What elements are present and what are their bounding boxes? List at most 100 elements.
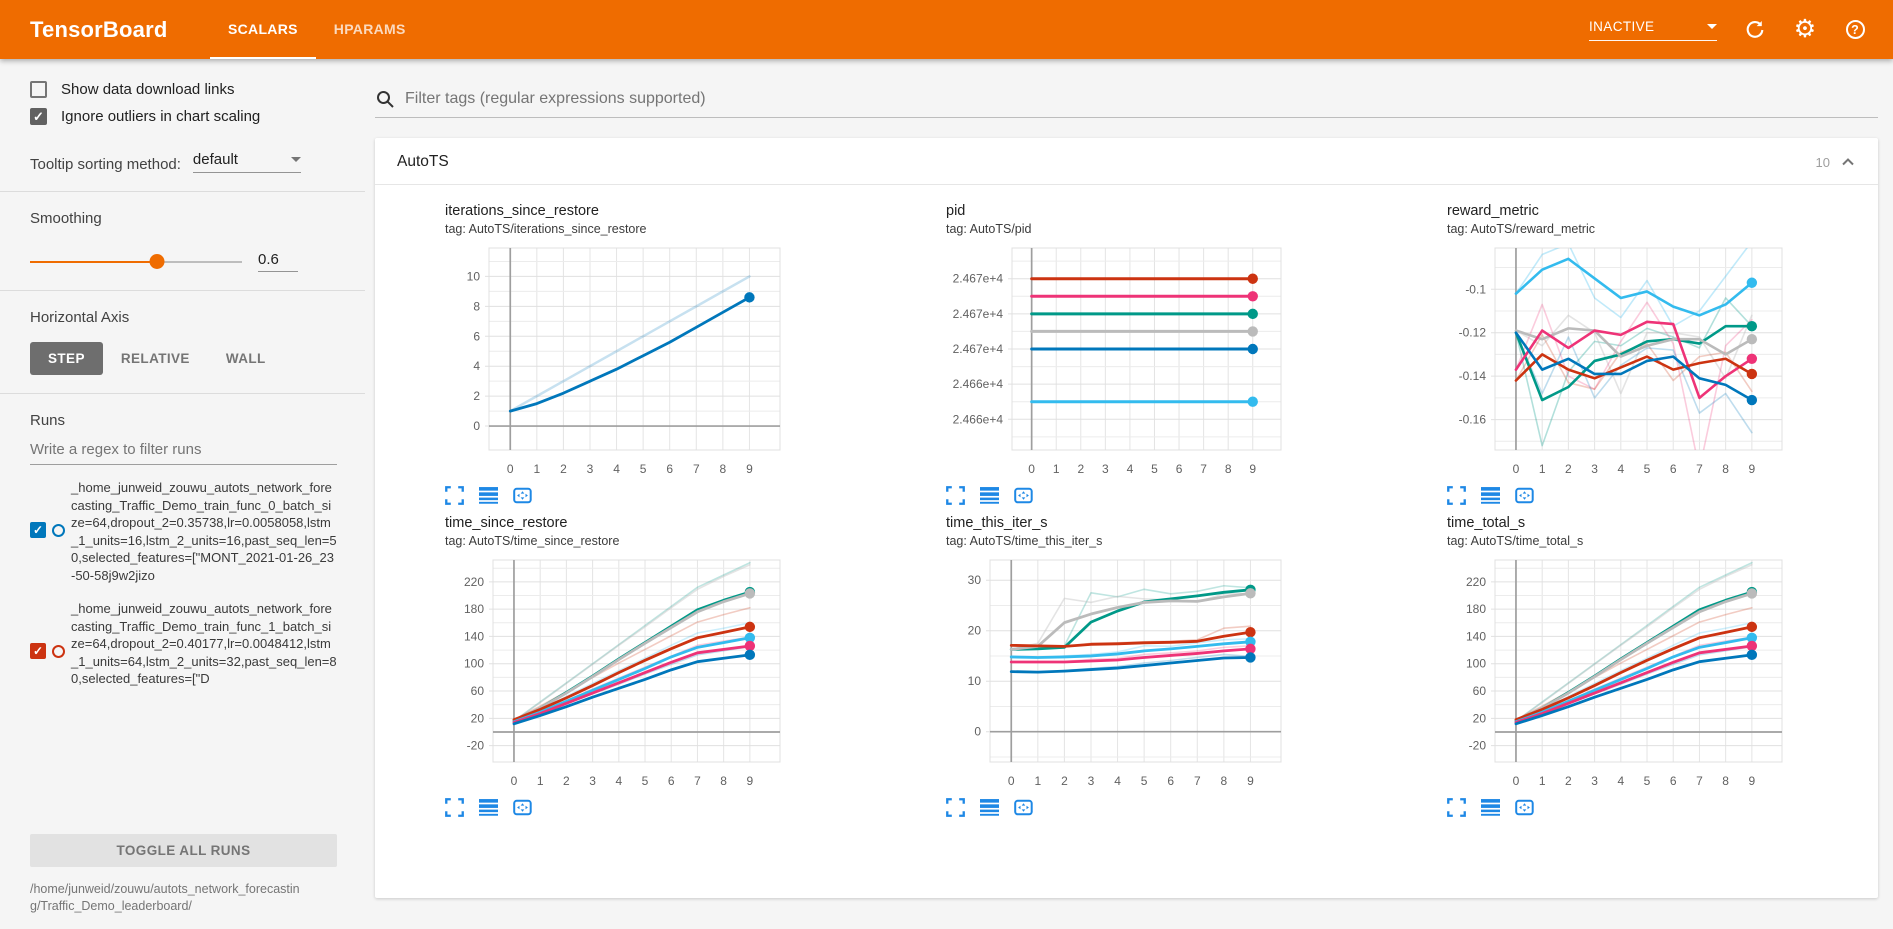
- settings-gear-icon[interactable]: ⚙: [1793, 15, 1817, 43]
- line-chart: 2.467e+4 2.467e+4 2.467e+4 2.466e+4 2.466e+4…: [953, 247, 1282, 476]
- log-y-axis-icon[interactable]: [980, 798, 999, 817]
- svg-text:3: 3: [1591, 462, 1598, 476]
- svg-text:30: 30: [968, 573, 982, 587]
- log-y-axis-icon[interactable]: [479, 486, 498, 505]
- smoothing-slider[interactable]: [30, 254, 242, 269]
- run-name: _home_junweid_zouwu_autots_network_forec…: [71, 480, 337, 583]
- chart-tag: tag: AutoTS/iterations_since_restore: [445, 222, 647, 236]
- chart-card-time-this-iter: time_this_iter_s tag: AutoTS/time_this_i…: [876, 515, 1377, 817]
- expand-chart-icon[interactable]: [445, 798, 464, 817]
- svg-text:6: 6: [668, 774, 675, 788]
- svg-text:8: 8: [473, 299, 480, 313]
- svg-text:6: 6: [1670, 774, 1677, 788]
- svg-text:1: 1: [537, 774, 544, 788]
- svg-text:5: 5: [640, 462, 647, 476]
- chart-title: time_since_restore: [445, 515, 568, 531]
- run-name: _home_junweid_zouwu_autots_network_forec…: [71, 601, 337, 686]
- run-checkbox[interactable]: ✓: [30, 522, 46, 538]
- chart-tag: tag: AutoTS/time_since_restore: [445, 534, 620, 548]
- runs-label: Runs: [30, 412, 66, 429]
- svg-text:7: 7: [693, 462, 700, 476]
- toggle-all-runs-button[interactable]: TOGGLE ALL RUNS: [30, 834, 337, 867]
- autots-section-header[interactable]: AutoTS 10: [375, 138, 1878, 185]
- runs-filter-input[interactable]: [30, 433, 337, 465]
- svg-text:4: 4: [615, 774, 622, 788]
- tab-hparams[interactable]: HPARAMS: [333, 20, 406, 37]
- svg-text:9: 9: [746, 462, 753, 476]
- chevron-down-icon: [1707, 23, 1717, 29]
- expand-chart-icon[interactable]: [445, 486, 464, 505]
- tab-scalars[interactable]: SCALARS: [210, 0, 316, 59]
- chart-tag: tag: AutoTS/reward_metric: [1447, 222, 1595, 236]
- svg-text:3: 3: [587, 462, 594, 476]
- help-icon[interactable]: ?: [1843, 18, 1867, 42]
- refresh-icon[interactable]: [1743, 18, 1767, 42]
- fit-domain-icon[interactable]: [1014, 798, 1033, 817]
- svg-text:10: 10: [467, 269, 481, 283]
- fit-domain-icon[interactable]: [513, 486, 532, 505]
- show-download-links-row[interactable]: ✓ Show data download links: [30, 81, 337, 98]
- svg-text:3: 3: [1591, 774, 1598, 788]
- svg-text:8: 8: [720, 462, 727, 476]
- svg-text:9: 9: [1749, 774, 1756, 788]
- svg-text:220: 220: [464, 575, 484, 589]
- expand-chart-icon[interactable]: [946, 798, 965, 817]
- svg-text:-0.16: -0.16: [1459, 413, 1487, 427]
- svg-text:7: 7: [694, 774, 701, 788]
- svg-text:2: 2: [560, 462, 567, 476]
- svg-text:140: 140: [464, 629, 484, 643]
- svg-text:6: 6: [666, 462, 673, 476]
- run-radio[interactable]: [52, 644, 65, 658]
- log-y-axis-icon[interactable]: [980, 486, 999, 505]
- tooltip-sorting-dropdown[interactable]: default: [192, 151, 301, 173]
- axis-step-button[interactable]: STEP: [30, 342, 103, 375]
- log-y-axis-icon[interactable]: [1481, 798, 1500, 817]
- chart-tag: tag: AutoTS/pid: [946, 222, 1032, 236]
- tag-filter-input[interactable]: [405, 90, 1878, 108]
- svg-text:8: 8: [720, 774, 727, 788]
- axis-relative-button[interactable]: RELATIVE: [120, 351, 190, 366]
- run-radio[interactable]: [52, 523, 65, 537]
- svg-text:2.467e+4: 2.467e+4: [953, 307, 1004, 321]
- smoothing-value-field[interactable]: [258, 251, 298, 272]
- fit-domain-icon[interactable]: [513, 798, 532, 817]
- smoothing-label: Smoothing: [30, 210, 102, 227]
- svg-text:7: 7: [1696, 774, 1703, 788]
- tooltip-sorting-value: default: [192, 151, 238, 168]
- fit-domain-icon[interactable]: [1515, 486, 1534, 505]
- expand-chart-icon[interactable]: [1447, 798, 1466, 817]
- section-chart-count: 10: [1815, 154, 1830, 170]
- chart-tag: tag: AutoTS/time_this_iter_s: [946, 534, 1103, 548]
- fit-domain-icon[interactable]: [1515, 798, 1534, 817]
- svg-text:0: 0: [1513, 462, 1520, 476]
- svg-text:5: 5: [1644, 462, 1651, 476]
- axis-wall-button[interactable]: WALL: [225, 351, 266, 366]
- svg-text:2: 2: [473, 389, 480, 403]
- log-y-axis-icon[interactable]: [479, 798, 498, 817]
- svg-text:0: 0: [507, 462, 514, 476]
- log-y-axis-icon[interactable]: [1481, 486, 1500, 505]
- svg-text:4: 4: [613, 462, 620, 476]
- svg-text:6: 6: [1167, 774, 1174, 788]
- slider-thumb[interactable]: [149, 254, 165, 269]
- run-checkbox[interactable]: ✓: [30, 643, 46, 659]
- svg-text:1: 1: [1539, 462, 1546, 476]
- ignore-outliers-row[interactable]: ✓ Ignore outliers in chart scaling: [30, 108, 337, 125]
- tooltip-sorting-label: Tooltip sorting method:: [30, 156, 181, 173]
- expand-chart-icon[interactable]: [946, 486, 965, 505]
- chevron-up-icon[interactable]: [1840, 155, 1856, 169]
- svg-text:1: 1: [1539, 774, 1546, 788]
- svg-text:7: 7: [1194, 774, 1201, 788]
- svg-text:180: 180: [464, 602, 484, 616]
- fit-domain-icon[interactable]: [1014, 486, 1033, 505]
- ignore-outliers-checkbox[interactable]: ✓: [30, 108, 47, 125]
- status-dropdown[interactable]: INACTIVE: [1589, 19, 1717, 41]
- svg-text:7: 7: [1200, 462, 1207, 476]
- sidebar: ✓ Show data download links ✓ Ignore outl…: [0, 59, 365, 929]
- chart-card-time-total: time_total_s tag: AutoTS/time_total_s -2…: [1377, 515, 1878, 817]
- chart-tag: tag: AutoTS/time_total_s: [1447, 534, 1584, 548]
- expand-chart-icon[interactable]: [1447, 486, 1466, 505]
- divider: [0, 191, 365, 192]
- show-download-links-checkbox[interactable]: ✓: [30, 81, 47, 98]
- svg-text:10: 10: [968, 674, 982, 688]
